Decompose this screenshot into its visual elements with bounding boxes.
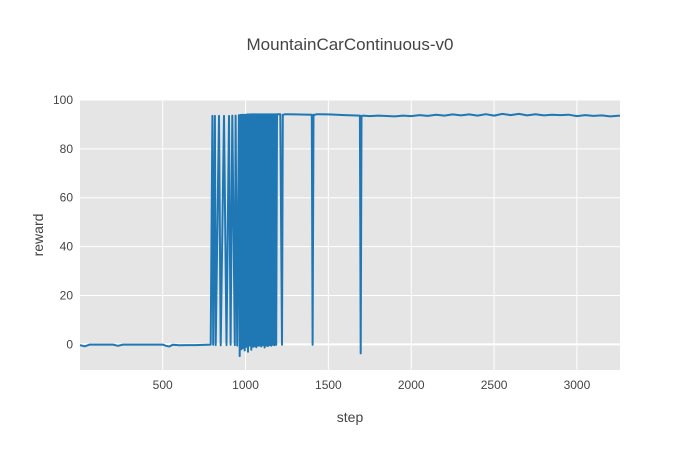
y-tick-label: 60 (60, 191, 74, 205)
x-tick-label: 500 (153, 378, 173, 392)
y-tick-label: 100 (53, 93, 73, 107)
x-tick-label: 3000 (564, 378, 591, 392)
y-axis-title: reward (30, 214, 46, 257)
series-group (79, 112, 621, 358)
x-axis-title: step (337, 409, 364, 425)
y-tick-label: 80 (60, 142, 74, 156)
y-tick-label: 20 (60, 288, 74, 302)
x-tick-label: 1500 (315, 378, 342, 392)
x-tick-label: 1000 (232, 378, 259, 392)
x-tick-labels: 500 1000 1500 2000 2500 3000 (153, 378, 591, 392)
y-tick-label: 40 (60, 240, 74, 254)
series-line (79, 112, 621, 358)
chart-title: MountainCarContinuous-v0 (247, 35, 454, 54)
y-gridlines (80, 99, 620, 346)
x-tick-label: 2500 (481, 378, 508, 392)
plot-area (80, 100, 620, 370)
y-tick-labels: 0 20 40 60 80 100 (53, 93, 73, 351)
y-tick-label: 0 (66, 337, 73, 351)
x-tick-label: 2000 (398, 378, 425, 392)
